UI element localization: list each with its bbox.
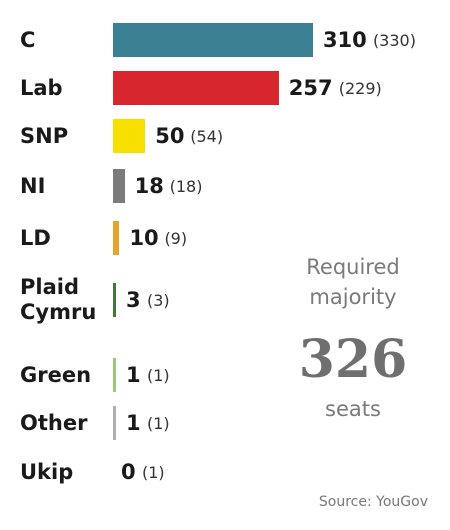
- value-label: 0: [121, 460, 136, 484]
- category-label: Other: [20, 410, 88, 435]
- bar: [113, 23, 313, 57]
- category-label: Plaid Cymru: [20, 275, 97, 324]
- bar: [113, 71, 279, 105]
- annotation: Required majority: [306, 255, 400, 309]
- bar: [113, 119, 146, 153]
- previous-label: (1): [147, 414, 170, 433]
- category-label: NI: [20, 173, 46, 198]
- value-label: 10: [129, 226, 159, 250]
- category-label: SNP: [20, 123, 69, 148]
- category-label: LD: [20, 225, 51, 250]
- value-label: 257: [288, 76, 333, 100]
- value-label: 310: [322, 28, 367, 52]
- majority-number: 326: [298, 329, 408, 390]
- category-label: Ukip: [20, 459, 74, 484]
- previous-label: (3): [147, 291, 170, 310]
- source: Source: YouGov: [318, 494, 428, 510]
- bar: [113, 169, 125, 203]
- previous-label: (1): [142, 463, 165, 482]
- bar: [113, 283, 116, 317]
- previous-label: (330): [372, 31, 416, 50]
- bar: [113, 406, 116, 440]
- previous-label: (9): [164, 229, 188, 248]
- category-label: Lab: [20, 75, 63, 100]
- bar: [113, 221, 120, 255]
- previous-label: (54): [190, 127, 224, 146]
- annotation-unit: seats: [325, 397, 381, 421]
- value-label: 3: [126, 288, 141, 312]
- previous-label: (18): [169, 177, 203, 196]
- bar: [113, 358, 116, 392]
- value-label: 50: [155, 124, 185, 148]
- previous-label: (229): [338, 79, 382, 98]
- value-label: 18: [134, 174, 164, 198]
- value-label: 1: [126, 411, 141, 435]
- category-label: C: [20, 27, 36, 52]
- value-label: 1: [126, 363, 141, 387]
- category-label: Green: [20, 362, 92, 387]
- previous-label: (1): [147, 366, 170, 385]
